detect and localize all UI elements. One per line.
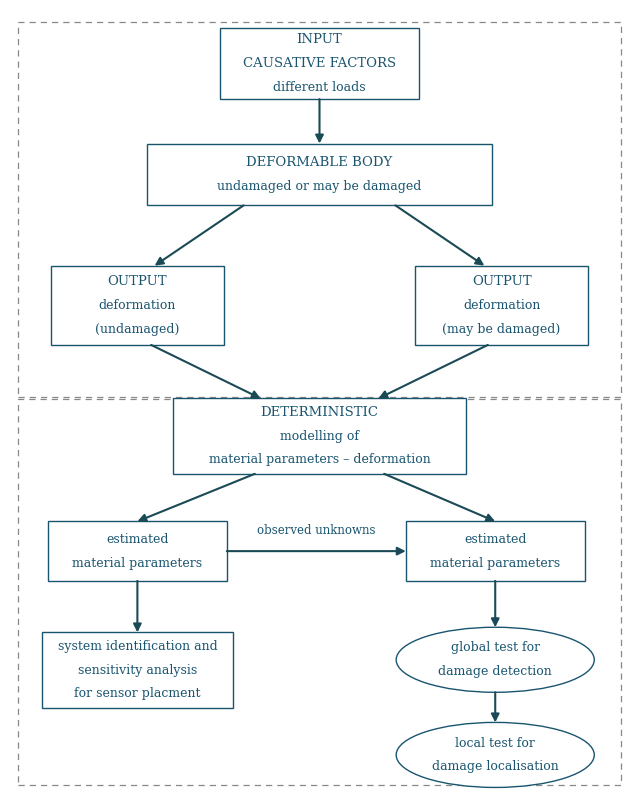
Text: different loads: different loads (273, 81, 366, 94)
FancyBboxPatch shape (173, 398, 466, 473)
Text: estimated: estimated (106, 533, 169, 546)
Text: for sensor placment: for sensor placment (74, 688, 201, 700)
Text: system identification and: system identification and (58, 640, 217, 653)
Text: modelling of: modelling of (280, 430, 359, 442)
FancyBboxPatch shape (48, 522, 227, 580)
Text: damage localisation: damage localisation (432, 760, 558, 773)
Text: deformation: deformation (463, 299, 541, 312)
Text: DETERMINISTIC: DETERMINISTIC (261, 406, 378, 419)
Text: OUTPUT: OUTPUT (472, 275, 532, 288)
Text: (may be damaged): (may be damaged) (442, 323, 561, 335)
Text: damage detection: damage detection (438, 665, 552, 678)
Text: INPUT: INPUT (296, 33, 343, 46)
FancyBboxPatch shape (42, 633, 233, 707)
FancyBboxPatch shape (51, 266, 224, 345)
Text: local test for: local test for (455, 737, 535, 749)
Bar (18, 22, 621, 396)
Text: undamaged or may be damaged: undamaged or may be damaged (217, 180, 422, 193)
FancyBboxPatch shape (147, 144, 492, 205)
Bar (18, 399, 621, 785)
Text: material parameters: material parameters (430, 557, 560, 569)
FancyBboxPatch shape (406, 522, 585, 580)
Text: deformation: deformation (98, 299, 176, 312)
Text: observed unknowns: observed unknowns (257, 524, 376, 537)
Text: OUTPUT: OUTPUT (107, 275, 167, 288)
FancyBboxPatch shape (220, 28, 419, 99)
Text: (undamaged): (undamaged) (95, 323, 180, 335)
Text: sensitivity analysis: sensitivity analysis (78, 664, 197, 676)
Ellipse shape (396, 722, 594, 787)
Text: material parameters: material parameters (72, 557, 203, 569)
Ellipse shape (396, 627, 594, 692)
Text: estimated: estimated (464, 533, 527, 546)
Text: DEFORMABLE BODY: DEFORMABLE BODY (247, 156, 392, 169)
Text: global test for: global test for (450, 642, 540, 654)
FancyBboxPatch shape (415, 266, 588, 345)
Text: material parameters – deformation: material parameters – deformation (208, 454, 431, 466)
Text: CAUSATIVE FACTORS: CAUSATIVE FACTORS (243, 57, 396, 70)
